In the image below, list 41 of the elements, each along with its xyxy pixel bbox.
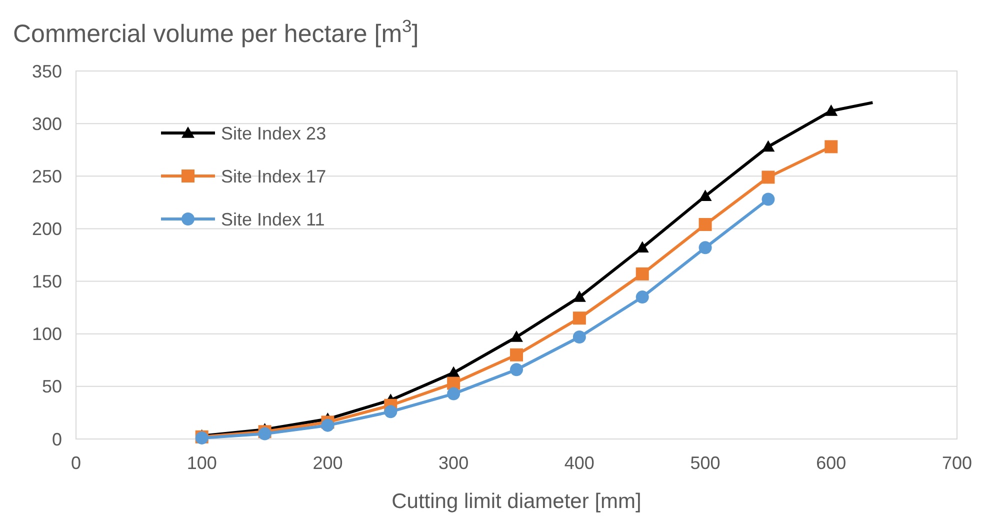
- point: [447, 387, 460, 400]
- x-tick-label: 400: [564, 453, 594, 473]
- legend-label: Site Index 23: [221, 123, 326, 144]
- point: [510, 363, 523, 376]
- y-tick-label: 250: [32, 166, 62, 186]
- point: [762, 140, 775, 152]
- y-tick-label: 50: [42, 376, 62, 397]
- y-tick-label: 100: [32, 324, 62, 344]
- y-tick-label: 300: [32, 114, 62, 134]
- x-axis-title: Cutting limit diameter [mm]: [392, 490, 642, 513]
- point: [510, 348, 523, 362]
- legend-label: Site Index 17: [221, 166, 326, 186]
- point: [824, 140, 838, 154]
- x-tick-label: 0: [70, 453, 82, 473]
- y-tick-label: 200: [32, 219, 62, 240]
- point: [698, 241, 712, 254]
- point: [824, 104, 838, 116]
- point: [510, 330, 523, 342]
- point: [698, 190, 712, 201]
- x-tick-label: 200: [312, 453, 343, 473]
- point: [636, 241, 649, 253]
- point: [698, 218, 712, 232]
- x-tick-label: 600: [816, 453, 846, 473]
- x-tick-label: 700: [942, 453, 972, 473]
- y-tick-label: 350: [32, 61, 62, 82]
- x-tick-label: 500: [690, 453, 720, 473]
- point: [384, 405, 398, 418]
- point: [636, 290, 649, 304]
- x-tick-label: 100: [186, 453, 217, 473]
- point: [572, 330, 586, 344]
- point: [572, 312, 586, 325]
- x-tick-label: 300: [438, 453, 469, 473]
- legend-label: Site Index 11: [221, 209, 325, 230]
- point: [762, 192, 775, 206]
- y-tick-label: 0: [52, 429, 62, 450]
- y-tick-label: 150: [32, 272, 62, 292]
- point: [572, 290, 586, 302]
- point: [321, 418, 334, 432]
- chart-title: Commercial volume per hectare [m$^{3}$]: [13, 16, 419, 48]
- point: [762, 170, 775, 184]
- point: [636, 267, 649, 280]
